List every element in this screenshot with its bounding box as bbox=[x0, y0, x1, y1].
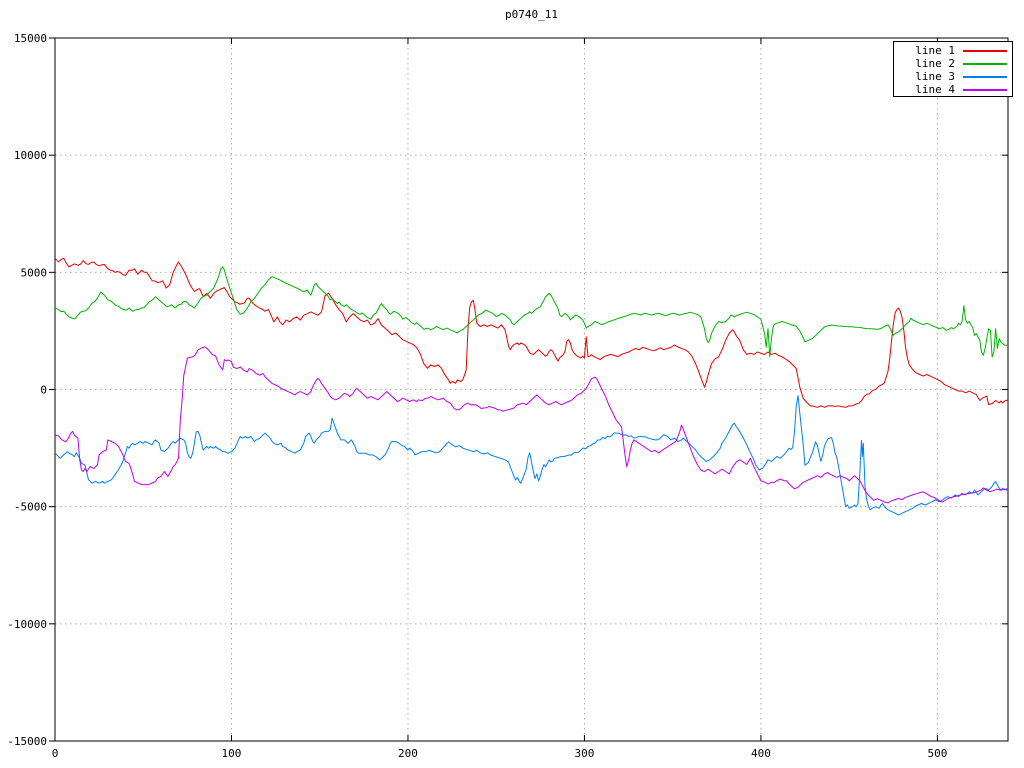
legend-item: line 1 bbox=[894, 44, 1012, 57]
x-tick-label: 300 bbox=[575, 747, 595, 760]
x-tick-label: 100 bbox=[222, 747, 242, 760]
y-tick-label: -15000 bbox=[7, 735, 47, 748]
legend-line-swatch bbox=[963, 75, 1007, 78]
series-line-2 bbox=[54, 266, 1009, 358]
series-line-1 bbox=[54, 257, 1009, 408]
legend-label: line 3 bbox=[915, 70, 955, 83]
legend: line 1 line 2 line 3 line 4 bbox=[893, 41, 1013, 97]
x-tick-label: 400 bbox=[751, 747, 771, 760]
legend-line-swatch bbox=[963, 49, 1007, 52]
legend-item: line 2 bbox=[894, 57, 1012, 70]
legend-label: line 4 bbox=[915, 83, 955, 96]
series-line-3 bbox=[54, 395, 1009, 516]
y-tick-label: 10000 bbox=[14, 149, 47, 162]
legend-label: line 2 bbox=[915, 57, 955, 70]
x-tick-label: 0 bbox=[52, 747, 59, 760]
y-tick-label: -5000 bbox=[14, 501, 47, 514]
legend-item: line 3 bbox=[894, 70, 1012, 83]
y-tick-label: 0 bbox=[40, 384, 47, 397]
legend-label: line 1 bbox=[915, 44, 955, 57]
y-tick-label: -10000 bbox=[7, 618, 47, 631]
x-tick-label: 500 bbox=[927, 747, 947, 760]
x-tick-label: 200 bbox=[398, 747, 418, 760]
legend-item: line 4 bbox=[894, 83, 1012, 96]
chart-title: p0740_11 bbox=[505, 8, 558, 21]
legend-line-swatch bbox=[963, 88, 1007, 91]
series-line-4 bbox=[54, 346, 1009, 504]
legend-line-swatch bbox=[963, 62, 1007, 65]
y-tick-label: 15000 bbox=[14, 32, 47, 45]
y-tick-label: 5000 bbox=[21, 266, 48, 279]
